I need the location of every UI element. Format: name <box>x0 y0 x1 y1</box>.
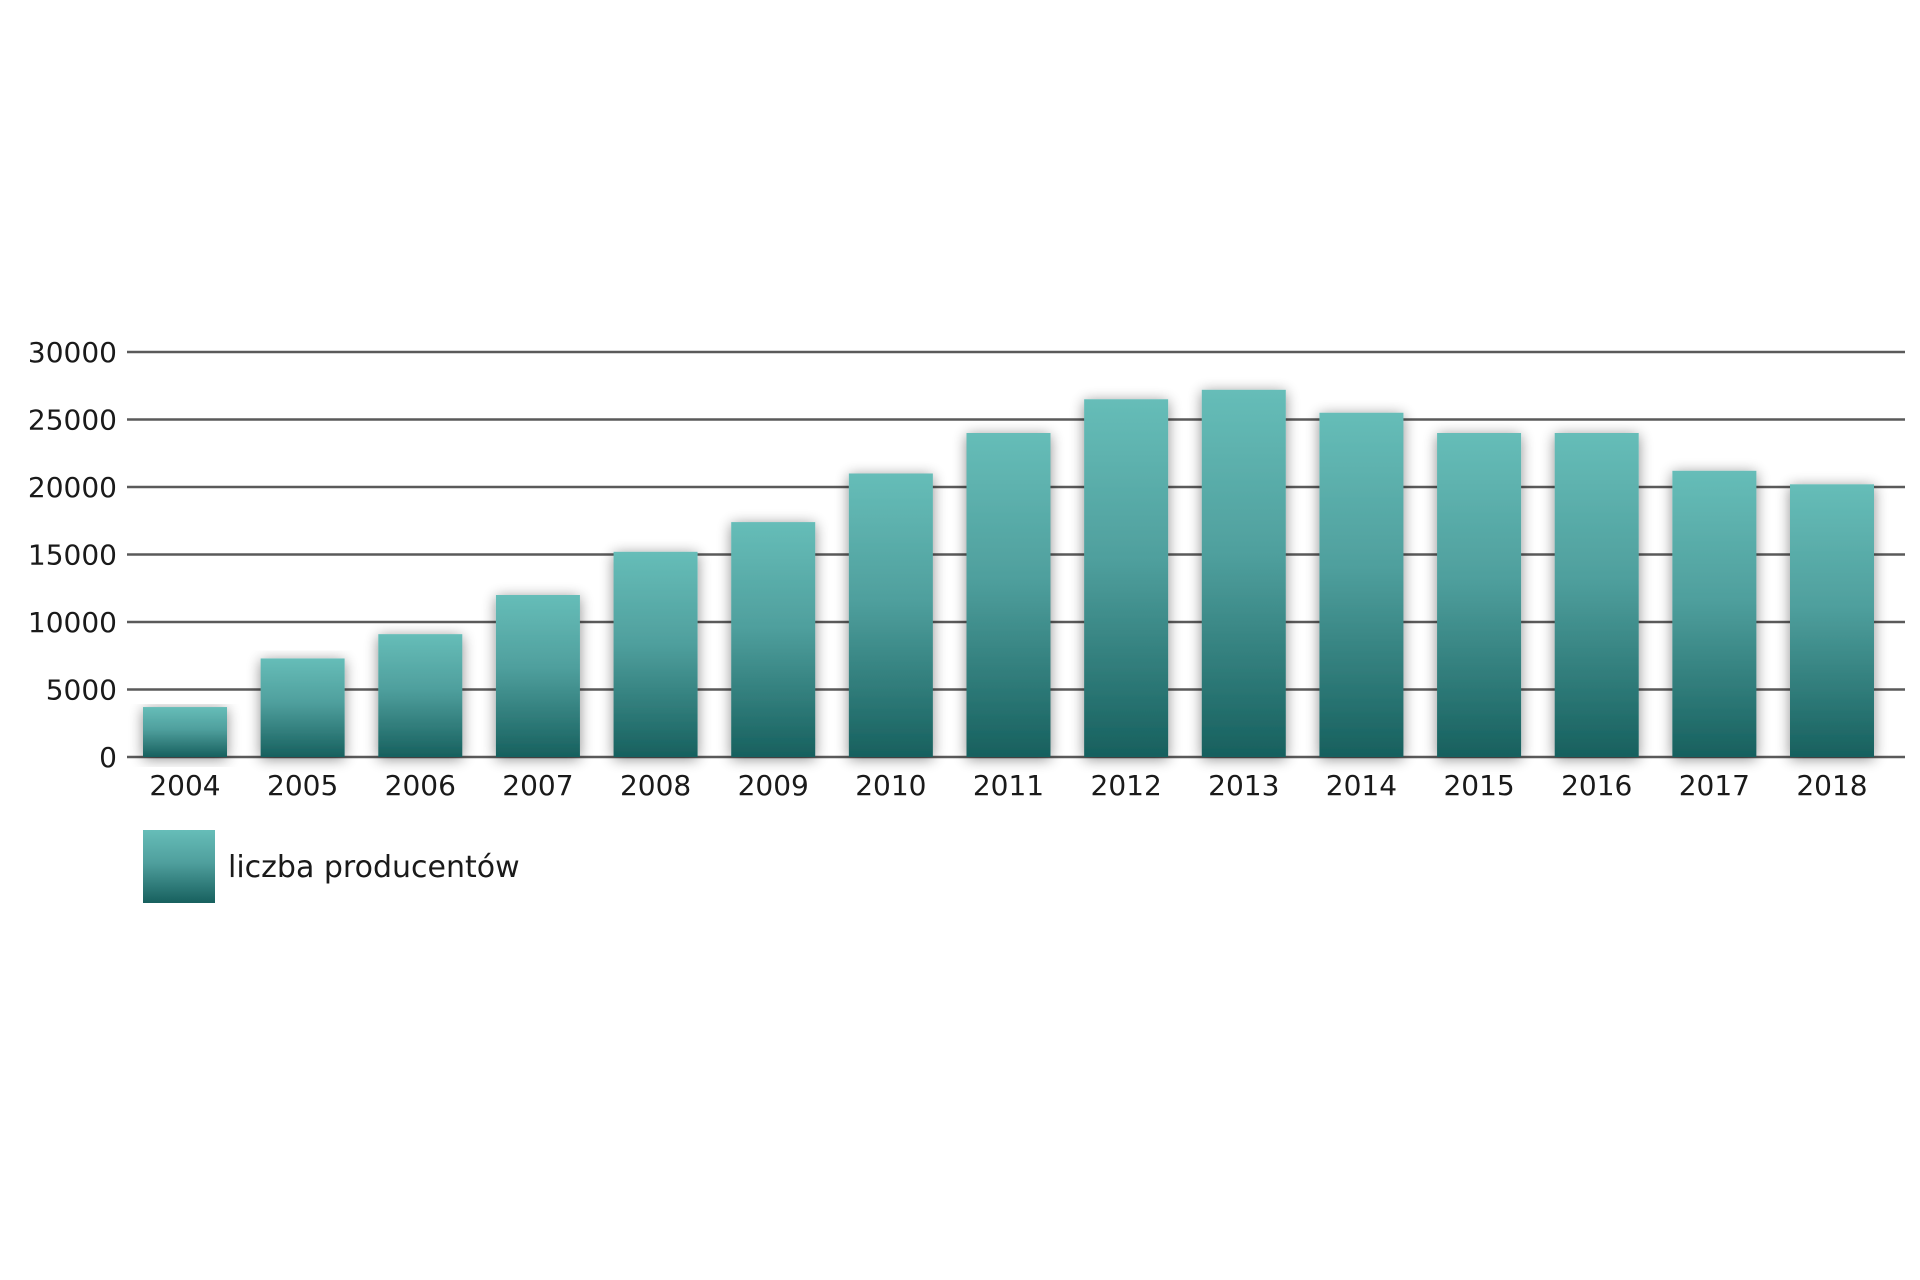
y-tick-label: 30000 <box>28 336 117 369</box>
bar-2004 <box>143 707 227 757</box>
bar-2009 <box>731 522 816 757</box>
x-tick-label-2009: 2009 <box>738 769 809 802</box>
x-tick-label-2010: 2010 <box>855 769 926 802</box>
x-tick-label-2007: 2007 <box>502 769 573 802</box>
x-axis-ticks: 2004 2005 2006 2007 2008 2009 2010 2011 2012 2013… <box>149 769 1867 802</box>
x-tick-label-2005: 2005 <box>267 769 338 802</box>
bar-2016 <box>1554 433 1639 757</box>
x-tick-label-2014: 2014 <box>1326 769 1397 802</box>
bar-2015 <box>1437 433 1522 757</box>
y-tick-label: 5000 <box>46 674 117 707</box>
bar-2017 <box>1672 470 1757 757</box>
y-tick-label: 0 <box>99 741 117 774</box>
x-tick-label-2016: 2016 <box>1561 769 1632 802</box>
y-axis-ticks: 0 5000 10000 15000 20000 25000 30000 <box>28 336 117 774</box>
legend: liczba producentów <box>143 830 520 903</box>
x-tick-label-2006: 2006 <box>385 769 456 802</box>
x-tick-label-2011: 2011 <box>973 769 1044 802</box>
y-tick-label: 25000 <box>28 404 117 437</box>
bars <box>143 389 1874 757</box>
bar-2018 <box>1790 484 1874 757</box>
bar-2007 <box>495 595 580 757</box>
y-tick-label: 20000 <box>28 471 117 504</box>
bar-2006 <box>378 634 463 757</box>
legend-swatch <box>143 830 215 903</box>
bar-2005 <box>260 658 345 757</box>
x-tick-label-2004: 2004 <box>149 769 220 802</box>
x-tick-label-2018: 2018 <box>1796 769 1867 802</box>
y-tick-label: 15000 <box>28 539 117 572</box>
x-tick-label-2013: 2013 <box>1208 769 1279 802</box>
bar-2014 <box>1319 412 1404 757</box>
x-tick-label-2015: 2015 <box>1443 769 1514 802</box>
x-tick-label-2017: 2017 <box>1679 769 1750 802</box>
x-tick-label-2012: 2012 <box>1091 769 1162 802</box>
bar-2011 <box>966 433 1051 757</box>
legend-label: liczba producentów <box>228 850 520 885</box>
bar-2008 <box>613 551 698 757</box>
bar-2010 <box>848 473 933 757</box>
bar-2012 <box>1084 399 1169 757</box>
bar-2013 <box>1201 389 1286 757</box>
x-tick-label-2008: 2008 <box>620 769 691 802</box>
y-tick-label: 10000 <box>28 606 117 639</box>
